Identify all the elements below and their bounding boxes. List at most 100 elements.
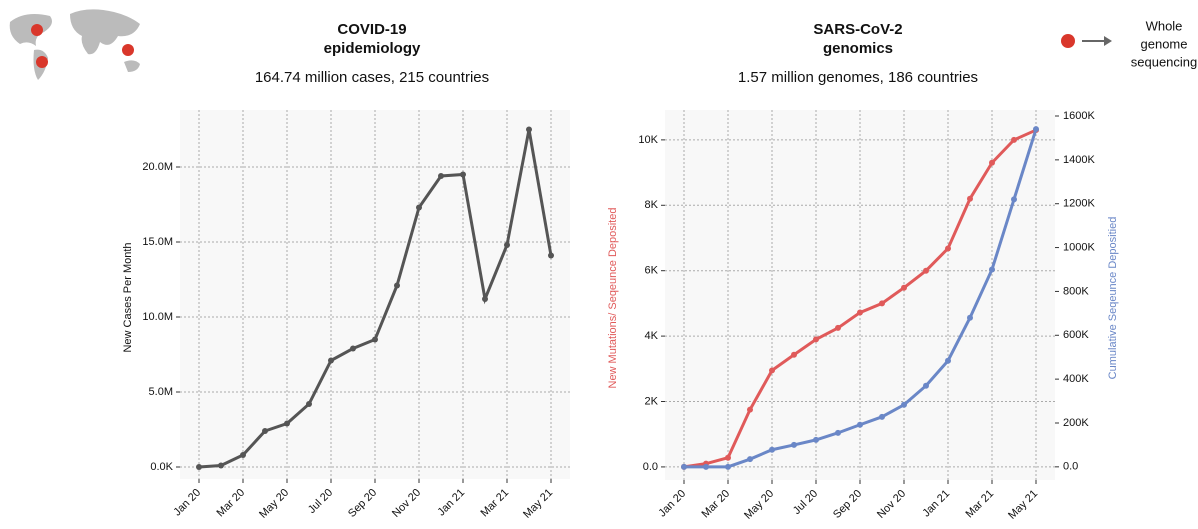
data-point xyxy=(1011,196,1017,203)
data-point xyxy=(989,159,995,166)
y-axis-label: New Mutations/ Seqeunce Deposited xyxy=(607,208,619,389)
data-point xyxy=(791,441,797,448)
data-point xyxy=(835,429,841,436)
data-point xyxy=(813,336,819,343)
y2-tick-label: 1200K xyxy=(1063,198,1095,210)
data-point xyxy=(857,309,863,316)
chart-title: SARS-CoV-2 xyxy=(813,21,902,38)
data-point xyxy=(196,464,202,470)
data-point xyxy=(725,454,731,461)
y-tick-label: 0.0K xyxy=(150,461,173,473)
data-point xyxy=(769,446,775,453)
chart-title: epidemiology xyxy=(324,40,421,57)
y2-tick-label: 1400K xyxy=(1063,154,1095,166)
data-point xyxy=(548,252,554,259)
x-tick-label: Jul 20 xyxy=(306,487,335,516)
data-point xyxy=(262,428,268,434)
y2-axis-label: Cumulative Seqeunce Depositied xyxy=(1107,217,1119,380)
data-point xyxy=(989,266,995,273)
y2-tick-label: 800K xyxy=(1063,285,1089,297)
data-point xyxy=(747,406,753,413)
x-tick-label: Jul 20 xyxy=(791,488,820,517)
data-point xyxy=(306,401,312,407)
data-point xyxy=(923,267,929,274)
data-point xyxy=(526,126,532,133)
data-point xyxy=(504,242,510,248)
data-point xyxy=(284,420,290,427)
y2-tick-label: 1600K xyxy=(1063,110,1095,122)
data-point xyxy=(879,300,885,307)
data-point xyxy=(482,296,488,302)
y-tick-label: 6K xyxy=(645,265,659,277)
data-point xyxy=(945,357,951,364)
y2-tick-label: 200K xyxy=(1063,417,1089,429)
x-tick-label: May 20 xyxy=(257,487,291,521)
y-tick-label: 0.0 xyxy=(643,461,658,473)
data-point xyxy=(416,204,422,211)
x-tick-label: Mar 21 xyxy=(963,488,996,521)
x-tick-label: Mar 20 xyxy=(214,487,247,520)
data-point xyxy=(328,357,334,364)
x-tick-label: Mar 21 xyxy=(478,487,511,520)
annotation: genome xyxy=(1141,36,1188,51)
y2-tick-label: 600K xyxy=(1063,329,1089,341)
sequencing-icon xyxy=(1061,34,1112,48)
chart-title: genomics xyxy=(823,40,893,57)
y-tick-label: 8K xyxy=(645,199,659,211)
data-point xyxy=(1011,136,1017,143)
x-tick-label: Jan 21 xyxy=(435,487,467,519)
y-tick-label: 4K xyxy=(645,330,659,342)
data-point xyxy=(901,284,907,291)
y-axis-label: New Cases Per Month xyxy=(122,242,134,352)
data-point xyxy=(372,336,378,343)
annotation: Whole xyxy=(1146,18,1183,33)
x-tick-label: May 20 xyxy=(742,488,776,522)
data-point xyxy=(901,401,907,408)
x-tick-label: Nov 20 xyxy=(390,487,423,520)
y2-tick-label: 1000K xyxy=(1063,241,1095,253)
y-tick-label: 10K xyxy=(638,134,658,146)
data-point xyxy=(460,171,466,178)
data-point xyxy=(791,351,797,358)
data-point xyxy=(681,463,687,470)
data-point xyxy=(218,462,224,469)
data-point xyxy=(1033,126,1039,133)
x-tick-label: Jan 20 xyxy=(171,487,203,519)
x-tick-label: Nov 20 xyxy=(875,488,908,521)
y-tick-label: 15.0M xyxy=(142,236,173,248)
chart-subtitle: 164.74 million cases, 215 countries xyxy=(255,69,489,86)
chart-subtitle: 1.57 million genomes, 186 countries xyxy=(738,69,978,86)
data-point xyxy=(857,421,863,428)
data-point xyxy=(438,173,444,179)
data-point xyxy=(703,463,709,470)
data-point xyxy=(967,314,973,321)
data-point xyxy=(967,195,973,202)
data-point xyxy=(813,436,819,443)
data-point xyxy=(350,345,356,352)
y-tick-label: 10.0M xyxy=(142,311,173,323)
data-point xyxy=(945,245,951,252)
annotation: sequencing xyxy=(1131,54,1198,69)
y2-tick-label: 400K xyxy=(1063,373,1089,385)
data-point xyxy=(725,463,731,470)
data-point xyxy=(835,324,841,331)
data-point xyxy=(879,413,885,420)
y-tick-label: 2K xyxy=(645,395,659,407)
data-point xyxy=(923,382,929,389)
x-tick-label: Mar 20 xyxy=(699,488,732,521)
data-point xyxy=(394,282,400,289)
data-point xyxy=(240,452,246,458)
world-map-icon xyxy=(9,9,140,80)
x-tick-label: Sep 20 xyxy=(831,488,864,521)
x-tick-label: Jan 20 xyxy=(656,488,688,520)
x-tick-label: May 21 xyxy=(521,487,555,521)
y2-tick-label: 0.0 xyxy=(1063,461,1078,473)
x-tick-label: May 21 xyxy=(1006,488,1040,522)
chart-title: COVID-19 xyxy=(337,21,406,38)
data-point xyxy=(747,456,753,463)
y-tick-label: 20.0M xyxy=(142,161,173,173)
y-tick-label: 5.0M xyxy=(149,386,173,398)
x-tick-label: Sep 20 xyxy=(346,487,379,520)
data-point xyxy=(769,367,775,374)
